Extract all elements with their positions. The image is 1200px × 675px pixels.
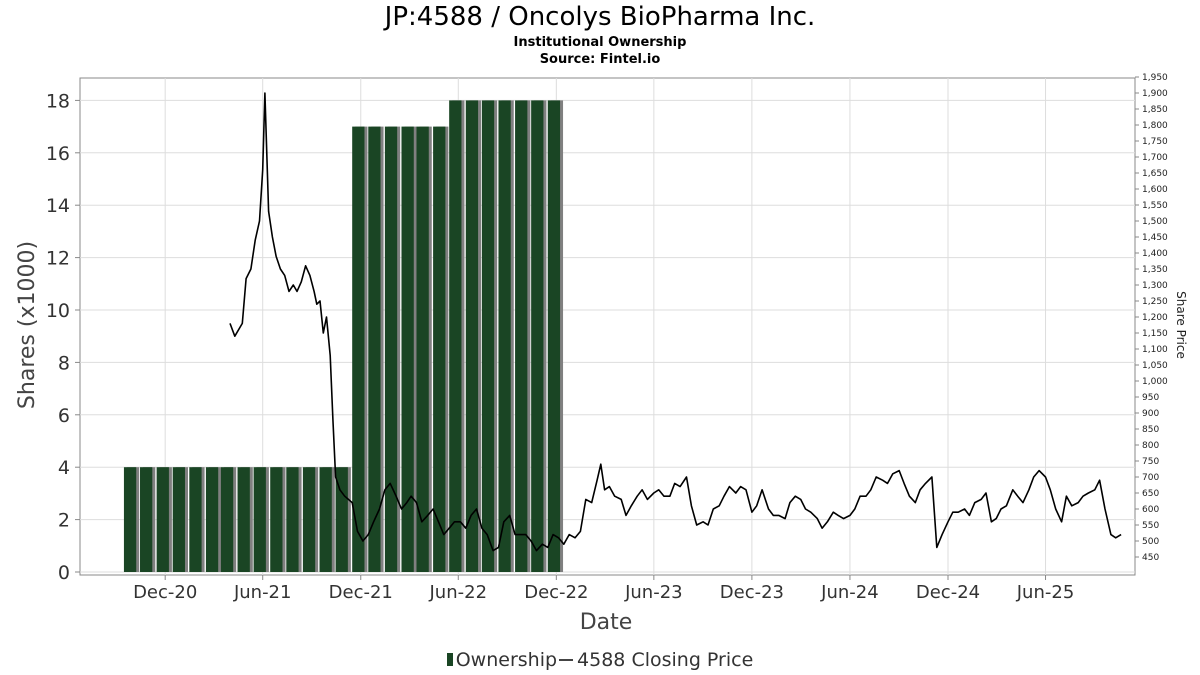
y2-tick-label: 1,400 (1142, 249, 1168, 259)
ownership-bar (547, 100, 561, 573)
y2-tick-label: 900 (1142, 409, 1159, 419)
y2-tick-label: 1,200 (1142, 313, 1168, 323)
ownership-bar (401, 126, 414, 572)
x-axis-ticks: Dec-20 Jun-21 Dec-21 Jun-22 Dec-22 Jun-23 Dec-… (133, 575, 1074, 603)
y2-tick-label: 700 (1142, 473, 1159, 483)
y-axis-ticks: 0 2 4 6 8 10 12 14 16 18 (46, 90, 80, 584)
x-tick-label: Jun-21 (233, 582, 292, 603)
price-series-line (229, 92, 1122, 552)
y2-tick-label: 1,150 (1142, 329, 1168, 339)
ownership-bar (205, 467, 219, 572)
ownership-bar (253, 467, 266, 572)
y-tick-label: 10 (46, 300, 70, 322)
y2-tick-label: 1,100 (1142, 345, 1168, 355)
y-tick-label: 6 (58, 405, 70, 427)
y-tick-label: 14 (46, 195, 70, 217)
y2-tick-label: 1,800 (1142, 121, 1168, 131)
y2-tick-label: 650 (1142, 489, 1159, 499)
x-tick-label: Jun-25 (1016, 582, 1075, 603)
y-tick-label: 8 (58, 352, 70, 374)
chart-title: JP:4588 / Oncolys BioPharma Inc. (384, 2, 816, 32)
y2-tick-label: 500 (1142, 537, 1159, 547)
ownership-bar (123, 467, 137, 572)
price-line (229, 92, 1122, 552)
x-tick-label: Dec-24 (916, 582, 980, 603)
y2-tick-label: 1,700 (1142, 153, 1168, 163)
y-tick-label: 2 (58, 510, 70, 532)
ownership-bar (220, 467, 234, 572)
legend: Ownership 4588 Closing Price (0, 648, 1200, 671)
ownership-bar (531, 100, 544, 573)
ownership-bar (189, 467, 202, 572)
ownership-bar (156, 467, 169, 572)
y2-axis-ticks: 450 500 550 600 650 700 750 800 850 900 950 1,000 1,… (1135, 73, 1168, 563)
y2-tick-label: 800 (1142, 441, 1159, 451)
ownership-bar (433, 126, 446, 572)
ownership-bar (270, 467, 283, 572)
y2-tick-label: 1,950 (1142, 73, 1168, 83)
x-tick-label: Dec-21 (329, 582, 393, 603)
y2-tick-label: 600 (1142, 505, 1159, 515)
x-tick-label: Jun-24 (820, 582, 879, 603)
y2-tick-label: 550 (1142, 521, 1159, 531)
chart-subtitle: Institutional Ownership (513, 35, 687, 50)
x-tick-label: Dec-23 (720, 582, 784, 603)
x-tick-label: Jun-22 (429, 582, 488, 603)
legend-price-swatch (559, 658, 574, 661)
y2-tick-label: 1,900 (1142, 89, 1168, 99)
ownership-bar (140, 467, 153, 572)
y2-tick-label: 450 (1142, 553, 1159, 563)
y2-tick-label: 1,050 (1142, 361, 1168, 371)
ownership-bar (286, 467, 299, 572)
y2-axis-label: Share Price (1174, 291, 1188, 359)
y-tick-label: 16 (46, 143, 70, 165)
x-tick-label: Dec-20 (133, 582, 197, 603)
y2-tick-label: 750 (1142, 457, 1159, 467)
ownership-bar (449, 100, 462, 573)
y-axis-label: Shares (x1000) (15, 241, 40, 409)
y2-tick-label: 1,250 (1142, 297, 1168, 307)
y2-tick-label: 1,550 (1142, 201, 1168, 211)
y2-tick-label: 1,300 (1142, 281, 1168, 291)
y2-tick-label: 850 (1142, 425, 1159, 435)
ownership-bar (384, 126, 398, 572)
y-tick-label: 12 (46, 248, 70, 270)
ownership-bar (515, 100, 528, 573)
y2-tick-label: 1,650 (1142, 169, 1168, 179)
ownership-bar (319, 467, 332, 572)
y2-tick-label: 1,000 (1142, 377, 1168, 387)
ownership-bar (172, 467, 185, 572)
ownership-bar (481, 100, 495, 573)
ownership-bar (352, 126, 365, 572)
y2-tick-label: 950 (1142, 393, 1159, 403)
x-tick-label: Jun-23 (624, 582, 683, 603)
y2-tick-label: 1,600 (1142, 185, 1168, 195)
y-tick-label: 18 (46, 90, 70, 112)
ownership-bar (368, 126, 381, 572)
y2-tick-label: 1,350 (1142, 265, 1168, 275)
y2-tick-label: 1,850 (1142, 105, 1168, 115)
ownership-bar (335, 467, 348, 572)
y2-tick-label: 1,450 (1142, 233, 1168, 243)
ownership-bar (237, 467, 250, 572)
legend-ownership-label: Ownership (455, 648, 558, 671)
x-axis-label: Date (580, 610, 633, 635)
ownership-bar (302, 467, 316, 572)
y-tick-label: 4 (58, 457, 70, 479)
y2-tick-label: 1,750 (1142, 137, 1168, 147)
y2-tick-label: 1,500 (1142, 217, 1168, 227)
x-tick-label: Dec-22 (524, 582, 588, 603)
ownership-bar (416, 126, 429, 572)
ownership-bar (498, 100, 511, 573)
y-tick-label: 0 (58, 562, 70, 584)
legend-price-label: 4588 Closing Price (577, 648, 754, 671)
ownership-bar (465, 100, 479, 573)
legend-ownership-swatch (446, 653, 453, 666)
chart-source: Source: Fintel.io (539, 52, 661, 67)
